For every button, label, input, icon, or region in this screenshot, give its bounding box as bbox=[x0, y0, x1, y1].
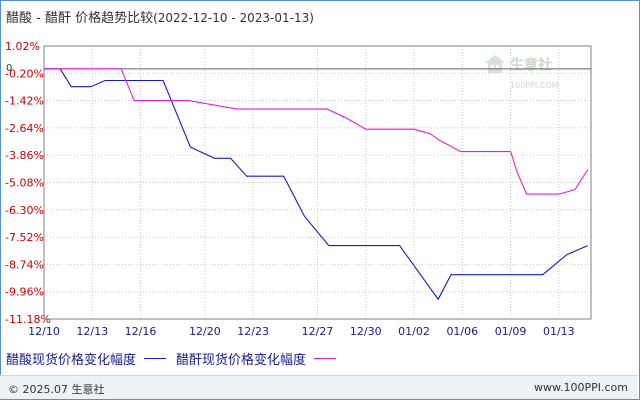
series-line-2 bbox=[44, 68, 589, 195]
y-tick-label: -0.20% bbox=[5, 67, 44, 80]
chart-title-main: 醋酸 - 醋酐 价格趋势比较 bbox=[6, 11, 154, 26]
y-tick-label: -7.52% bbox=[5, 231, 44, 244]
footer-bar: © 2025.07 生意社 www.100PPI.com bbox=[0, 375, 638, 399]
x-tick-label: 12/10 bbox=[28, 325, 60, 338]
x-tick-label: 12/23 bbox=[237, 325, 269, 338]
legend-item-series1: 醋酸现货价格变化幅度 bbox=[6, 349, 167, 368]
x-tick-label: 01/06 bbox=[446, 325, 478, 338]
x-tick-label: 12/27 bbox=[302, 325, 334, 338]
y-tick-label: -5.08% bbox=[5, 177, 44, 190]
watermark-url: 100PPI.COM bbox=[510, 81, 559, 90]
legend-swatch-series2 bbox=[314, 358, 337, 359]
legend-label-series1: 醋酸现货价格变化幅度 bbox=[6, 353, 137, 368]
y-tick-label: -9.96% bbox=[5, 286, 44, 299]
y-tick-label: -11.18% bbox=[5, 313, 51, 326]
plot-border bbox=[43, 45, 592, 320]
y-tick-label: -2.64% bbox=[5, 122, 44, 135]
y-tick-label: -1.42% bbox=[5, 95, 44, 108]
chart-title: 醋酸 - 醋酐 价格趋势比较(2022-12-10 - 2023-01-13) bbox=[6, 7, 314, 26]
x-tick-label: 12/30 bbox=[350, 325, 382, 338]
zero-label: 0 bbox=[6, 63, 12, 74]
legend-item-series2: 醋酐现货价格变化幅度 bbox=[176, 349, 337, 368]
x-tick-label: 12/20 bbox=[189, 325, 221, 338]
chart-legend: 醋酸现货价格变化幅度 醋酐现货价格变化幅度 bbox=[6, 349, 346, 368]
y-tick-label: 1.02% bbox=[5, 40, 40, 53]
y-tick-label: -8.74% bbox=[5, 258, 44, 271]
footer-site-link[interactable]: www.100PPI.com bbox=[534, 381, 628, 394]
footer-copyright: © 2025.07 生意社 bbox=[8, 383, 105, 396]
y-tick-label: -6.30% bbox=[5, 204, 44, 217]
x-tick-label: 01/02 bbox=[398, 325, 430, 338]
chart-title-range: (2022-12-10 - 2023-01-13) bbox=[153, 11, 314, 25]
series-line-1 bbox=[44, 68, 589, 301]
x-tick-label: 12/16 bbox=[125, 325, 157, 338]
x-tick-label: 01/13 bbox=[543, 325, 575, 338]
y-tick-label: -3.86% bbox=[5, 149, 44, 162]
x-tick-label: 01/09 bbox=[495, 325, 527, 338]
x-tick-label: 12/13 bbox=[76, 325, 108, 338]
legend-label-series2: 醋酐现货价格变化幅度 bbox=[176, 353, 307, 368]
legend-swatch-series1 bbox=[144, 358, 167, 359]
